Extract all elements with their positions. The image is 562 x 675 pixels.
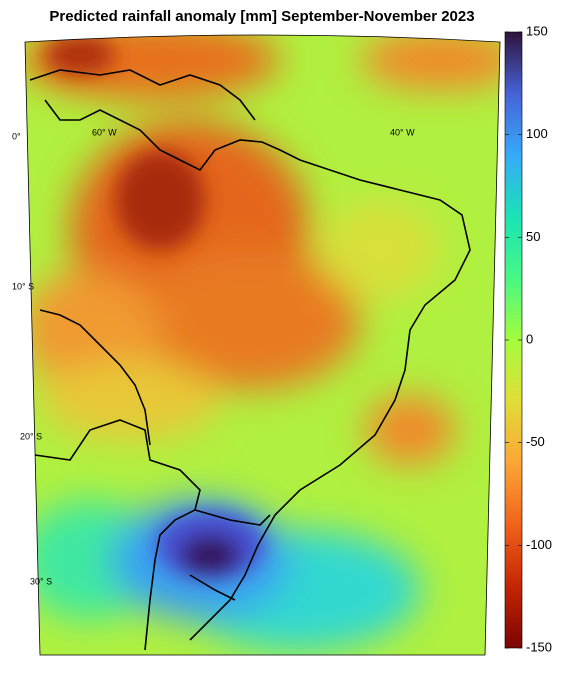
colorbar-tick-label: -50 <box>526 434 545 449</box>
lat-label: 30° S <box>30 576 52 586</box>
lat-label: 20° S <box>20 431 42 441</box>
colorbar-tick-label: 150 <box>526 23 548 38</box>
coastlines <box>29 69 471 651</box>
colorbar-tick-label: 0 <box>526 331 533 346</box>
rainfall-field <box>25 35 500 655</box>
lat-label: 10° S <box>12 281 34 291</box>
title: Predicted rainfall anomaly [mm] Septembe… <box>49 8 474 25</box>
lat-label: 0° <box>12 131 21 141</box>
lon-label: 40° W <box>390 127 415 137</box>
map-frame <box>24 34 501 656</box>
colorbar-tick-label: -100 <box>526 537 552 552</box>
colorbar-tick-label: -150 <box>526 639 552 654</box>
colorbar-tick-label: 100 <box>526 126 548 141</box>
colorbar-ticks: 150 100 50 0 -50 -100 -150 <box>505 23 552 654</box>
lon-label: 60° W <box>92 127 117 137</box>
map-labels: 0° 60° W 40° W 10° S 20° S 30° S <box>12 127 415 586</box>
colorbar-tick-label: 50 <box>526 229 540 244</box>
